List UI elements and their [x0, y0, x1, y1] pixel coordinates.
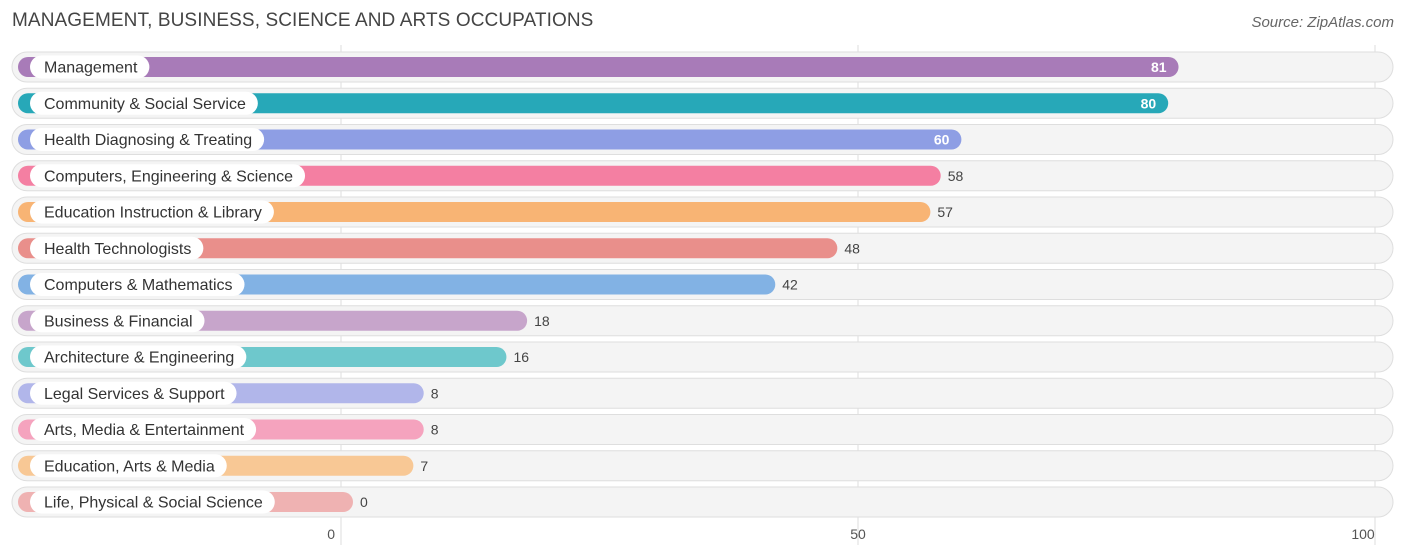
bar-row: Management 81 [11, 51, 1394, 83]
bar-value-label: 18 [534, 313, 550, 329]
bar-value-label: 0 [360, 494, 368, 510]
bar-value-label: 16 [513, 349, 529, 365]
bar-row: Health Diagnosing & Treating 60 [11, 124, 1394, 155]
bar-category-label: Education, Arts & Media [44, 458, 215, 475]
bar-label-pill [30, 55, 150, 79]
x-axis-ticks: 0 50 100 [327, 526, 1375, 542]
bar-row: Education, Arts & Media 7 [11, 450, 1394, 482]
bar-category-label: Health Technologists [44, 241, 191, 258]
bar-category-label: Community & Social Service [44, 96, 246, 113]
bar-label-pill [30, 418, 257, 441]
bar-row: Life, Physical & Social Science 0 [11, 486, 1394, 518]
bar-row: Computers & Mathematics 42 [11, 269, 1394, 300]
bar-value-label: 42 [782, 277, 798, 293]
bar-label-pill [30, 454, 227, 478]
source-label: Source: ZipAtlas.com [1251, 14, 1394, 31]
bar-label-pill [30, 200, 274, 224]
bar-label-pill [30, 490, 275, 514]
bar-row: Legal Services & Support 8 [11, 377, 1394, 409]
bar-category-label: Computers & Mathematics [44, 277, 233, 294]
chart-title: MANAGEMENT, BUSINESS, SCIENCE AND ARTS O… [12, 10, 594, 31]
bar-label-pill [30, 273, 245, 296]
bar-value-label: 8 [431, 385, 439, 401]
bar-value-label: 48 [844, 240, 860, 256]
bar [18, 93, 1169, 114]
bar-category-label: Computers, Engineering & Science [44, 168, 293, 185]
bar-label-pill [30, 164, 306, 188]
bar-label-pill [30, 381, 237, 405]
bar-category-label: Education Instruction & Library [44, 205, 262, 222]
bar-label-pill [30, 128, 265, 151]
bar-value-label: 57 [937, 204, 953, 220]
bar-label-pill [30, 91, 258, 115]
bar-value-label: 8 [431, 422, 439, 438]
bar [18, 57, 1179, 77]
bar-category-label: Legal Services & Support [44, 386, 225, 403]
bar-category-label: Architecture & Engineering [44, 350, 234, 367]
bar-value-label: 81 [1151, 59, 1167, 75]
x-tick-label: 50 [850, 526, 866, 542]
bar-label-pill [30, 345, 247, 369]
bar-row: Computers, Engineering & Science 58 [11, 160, 1394, 192]
x-tick-label: 0 [327, 526, 335, 542]
bar-track [11, 486, 1394, 518]
bar-category-label: Management [44, 60, 138, 77]
bar-label-pill [30, 236, 204, 260]
bar-row: Community & Social Service 80 [11, 87, 1394, 119]
bar-row: Arts, Media & Entertainment 8 [11, 414, 1394, 445]
x-tick-label: 100 [1351, 526, 1375, 542]
bar [18, 238, 838, 259]
bar-row: Business & Financial 18 [11, 305, 1394, 337]
bar-value-label: 80 [1141, 95, 1157, 111]
bar-category-label: Life, Physical & Social Science [44, 495, 263, 512]
bar-value-label: 60 [934, 132, 950, 148]
bar-row: Architecture & Engineering 16 [11, 341, 1394, 373]
bar-value-label: 58 [948, 168, 964, 184]
bar-value-label: 7 [420, 458, 428, 474]
bar-row: Education Instruction & Library 57 [11, 196, 1394, 228]
bar-category-label: Arts, Media & Entertainment [44, 422, 245, 439]
bar-category-label: Business & Financial [44, 313, 193, 330]
bar-row: Health Technologists 48 [11, 232, 1394, 264]
bar-category-label: Health Diagnosing & Treating [44, 132, 252, 149]
bar-label-pill [30, 309, 205, 333]
